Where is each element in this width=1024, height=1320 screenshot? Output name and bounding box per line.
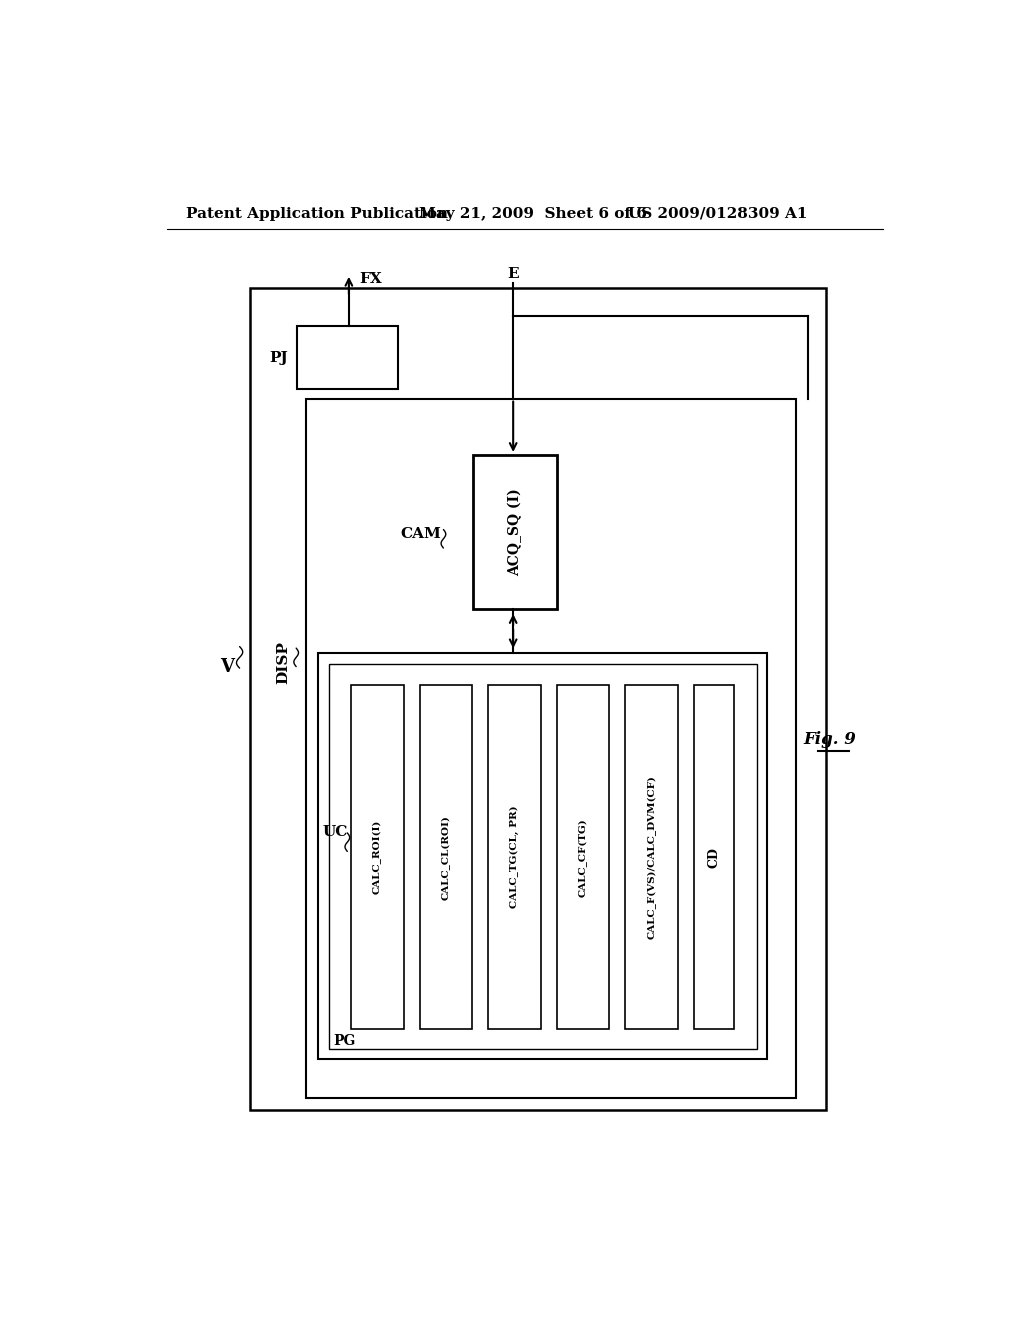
Text: CALC_CL(ROI): CALC_CL(ROI): [441, 814, 451, 900]
Bar: [251, 288, 825, 1110]
Text: CD: CD: [708, 846, 721, 867]
Text: PG: PG: [334, 1034, 355, 1048]
Bar: [694, 685, 734, 1030]
Text: E: E: [507, 267, 519, 281]
Bar: [473, 455, 557, 609]
Text: CAM: CAM: [400, 527, 441, 541]
Text: V: V: [220, 657, 234, 676]
Text: US 2009/0128309 A1: US 2009/0128309 A1: [628, 207, 807, 220]
Bar: [557, 685, 609, 1030]
Text: CALC_CF(TG): CALC_CF(TG): [579, 818, 588, 896]
Text: FX: FX: [359, 272, 382, 286]
Text: CALC_F(VS)/CALC_DVM(CF): CALC_F(VS)/CALC_DVM(CF): [647, 775, 656, 939]
Bar: [317, 653, 767, 1059]
Bar: [351, 685, 403, 1030]
Bar: [306, 399, 796, 1098]
Text: DISP: DISP: [276, 642, 290, 684]
Bar: [626, 685, 678, 1030]
Bar: [297, 326, 397, 389]
Bar: [329, 664, 757, 1048]
Text: Fig. 9: Fig. 9: [803, 731, 856, 748]
Text: UC: UC: [323, 825, 347, 840]
Bar: [488, 685, 541, 1030]
Text: Patent Application Publication: Patent Application Publication: [186, 207, 449, 220]
Text: CALC_ROI(I): CALC_ROI(I): [373, 820, 382, 895]
Text: CALC_TG(CL, PR): CALC_TG(CL, PR): [510, 807, 519, 908]
Text: ACQ_SQ (I): ACQ_SQ (I): [508, 488, 522, 576]
Bar: [420, 685, 472, 1030]
Text: PJ: PJ: [269, 351, 289, 364]
Text: May 21, 2009  Sheet 6 of 6: May 21, 2009 Sheet 6 of 6: [419, 207, 646, 220]
